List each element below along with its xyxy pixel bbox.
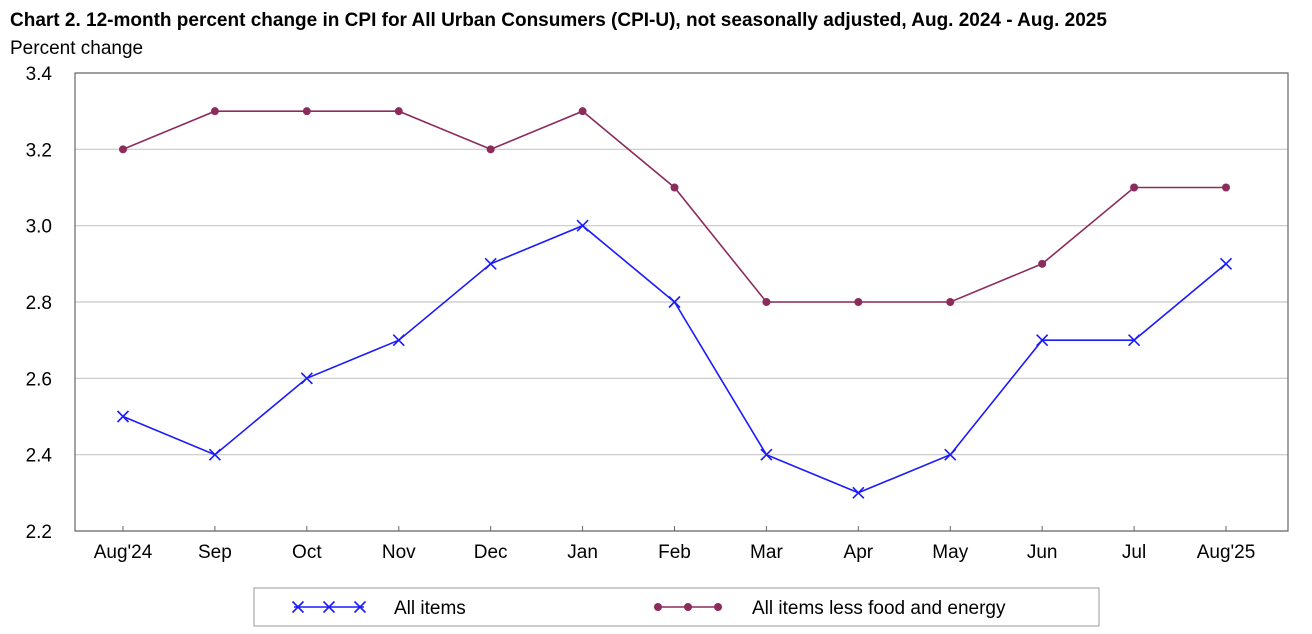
data-point	[576, 219, 589, 232]
legend-label: All items less food and energy	[752, 598, 1006, 619]
legend-marker	[291, 600, 305, 614]
data-point	[302, 107, 311, 116]
data-point	[484, 257, 497, 270]
y-tick-label: 2.8	[26, 293, 52, 314]
series-all-items	[116, 219, 1233, 499]
x-tick-label: Jun	[1027, 542, 1058, 563]
legend-marker	[322, 600, 336, 614]
x-tick-label: Nov	[382, 542, 416, 563]
data-point	[854, 298, 863, 306]
x-tick-label: May	[932, 542, 968, 563]
data-point	[670, 183, 679, 192]
legend-label: All items	[394, 598, 466, 619]
series-line	[122, 110, 1226, 303]
data-point	[760, 448, 773, 461]
x-tick-label: Oct	[292, 542, 322, 563]
data-point	[1130, 183, 1139, 192]
legend-entry: All items	[291, 598, 466, 619]
data-point	[944, 448, 957, 461]
x-tick-label: Sep	[198, 542, 232, 563]
legend: All items All items less food and energy	[253, 587, 1100, 627]
y-tick-label: 3.0	[26, 217, 52, 238]
data-point	[578, 107, 587, 116]
data-point	[394, 107, 403, 116]
data-point	[1219, 257, 1233, 270]
data-point	[210, 107, 219, 116]
data-point	[668, 295, 681, 309]
legend-marker	[714, 603, 722, 611]
x-tick-label: Apr	[844, 542, 874, 563]
x-tick-label: Aug'24	[94, 542, 153, 563]
plot-area-frame	[74, 72, 1289, 532]
y-axis-ticks: 2.2 2.4 2.6 2.8 3.0 3.2 3.4	[26, 64, 53, 543]
data-point	[1222, 183, 1230, 192]
x-tick-label: Mar	[750, 542, 783, 563]
y-tick-label: 3.2	[26, 140, 52, 161]
x-tick-label: Feb	[658, 542, 691, 563]
data-point	[208, 448, 221, 461]
y-tick-label: 2.6	[26, 369, 52, 390]
y-tick-label: 2.4	[26, 446, 53, 467]
data-point	[852, 486, 865, 499]
legend-entry: All items less food and energy	[654, 598, 1006, 619]
data-point	[119, 145, 127, 154]
data-point	[300, 372, 313, 385]
data-point	[116, 410, 130, 423]
series-lines	[116, 107, 1233, 499]
y-axis-label: Percent change	[10, 38, 144, 59]
y-tick-label: 2.2	[26, 522, 52, 543]
y-tick-label: 3.4	[26, 64, 53, 85]
x-tick-label: Dec	[474, 542, 508, 563]
legend-marker	[353, 600, 367, 614]
x-axis-ticks: Aug'24 Sep Oct Nov Dec Jan Feb Mar Apr May Jun Jul A…	[94, 526, 1256, 563]
data-point	[1036, 334, 1049, 347]
chart-title: Chart 2. 12-month percent change in CPI …	[10, 10, 1107, 31]
data-point	[486, 145, 495, 154]
series-line	[122, 224, 1227, 494]
legend-marker	[654, 603, 662, 611]
data-point	[1038, 259, 1047, 268]
x-tick-label: Jan	[567, 542, 598, 563]
series-core	[119, 107, 1230, 306]
gridlines	[75, 72, 1288, 532]
data-point	[1128, 334, 1141, 347]
legend-marker	[684, 603, 692, 611]
x-tick-label: Aug'25	[1197, 542, 1256, 563]
x-tick-label: Jul	[1122, 542, 1146, 563]
data-point	[392, 334, 405, 347]
data-point	[762, 298, 771, 306]
data-point	[946, 298, 955, 306]
